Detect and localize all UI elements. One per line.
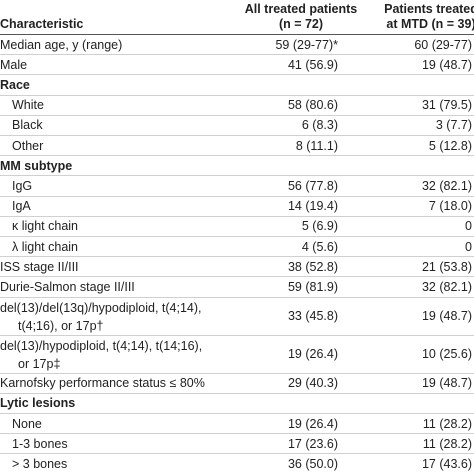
table-row: 1-3 bones 17 (23.6) 11 (28.2) (0, 434, 474, 455)
cell-mtd: 32 (82.1) (421, 178, 472, 193)
row-label: del(13)/hypodiploid, t(4;14), t(14;16), … (0, 338, 203, 371)
row-label: White (12, 98, 44, 113)
table-row: del(13)/del(13q)/hypodiploid, t(4;14), t… (0, 298, 474, 336)
cell-all: 19 (26.4) (287, 347, 338, 362)
row-label: None (12, 416, 42, 431)
cell-mtd: 60 (29-77) (414, 37, 472, 52)
table-row: Male 41 (56.9) 19 (48.7) (0, 55, 474, 76)
table-row: > 3 bones 36 (50.0) 17 (43.6) (0, 454, 474, 474)
row-label: Karnofsky performance status ≤ 80% (0, 376, 205, 391)
table-row: Median age, y (range) 59 (29-77)* 60 (29-7… (0, 35, 474, 56)
table-row: Black 6 (8.3) 3 (7.7) (0, 116, 474, 136)
cell-all: 17 (23.6) (287, 436, 338, 451)
table-row: λ light chain 4 (5.6) 0 (0, 237, 474, 258)
cell-all: 58 (80.6) (287, 98, 338, 113)
table-row: κ light chain 5 (6.9) 0 (0, 217, 474, 237)
cell-mtd: 0 (465, 219, 472, 234)
header-characteristic: Characteristic (0, 17, 84, 31)
section-title: MM subtype (0, 158, 73, 173)
cell-all: 6 (8.3) (301, 118, 338, 133)
row-label: Black (12, 118, 43, 133)
cell-mtd: 11 (28.2) (422, 416, 472, 431)
table-row: None 19 (26.4) 11 (28.2) (0, 414, 474, 435)
table-row: White 58 (80.6) 31 (79.5) (0, 96, 474, 116)
header-all-n: (n = 72) (278, 17, 324, 31)
table-row: Durie-Salmon stage II/III 59 (81.9) 32 (82… (0, 277, 474, 298)
header-all: All treated patients (244, 2, 358, 16)
row-label: del(13)/del(13q)/hypodiploid, t(4;14), t… (0, 300, 202, 333)
header-mtd: Patients treated (384, 2, 474, 16)
cell-mtd: 19 (48.7) (421, 376, 472, 391)
row-label: Median age, y (range) (0, 37, 123, 52)
section-title: Race (0, 77, 30, 92)
cell-mtd: 5 (12.8) (428, 138, 472, 153)
cell-all: 8 (11.1) (295, 138, 338, 153)
cell-mtd: 0 (465, 239, 472, 254)
cell-mtd: 17 (43.6) (421, 456, 472, 471)
table-row: Other 8 (11.1) 5 (12.8) (0, 136, 474, 157)
cell-mtd: 3 (7.7) (435, 118, 472, 133)
table-row: Karnofsky performance status ≤ 80% 29 (40… (0, 374, 474, 394)
section-row: Lytic lesions (0, 394, 474, 414)
cell-mtd: 11 (28.2) (422, 436, 472, 451)
cell-all: 59 (81.9) (287, 279, 338, 294)
row-label: Male (0, 57, 28, 72)
table-row: ISS stage II/III 38 (52.8) 21 (53.8) (0, 257, 474, 278)
cell-all: 41 (56.9) (287, 57, 338, 72)
row-label: 1-3 bones (12, 436, 68, 451)
cell-all: 33 (45.8) (287, 309, 338, 324)
cell-mtd: 21 (53.8) (421, 259, 472, 274)
table-row: IgA 14 (19.4) 7 (18.0) (0, 197, 474, 217)
row-label: Other (12, 138, 44, 153)
cell-mtd: 32 (82.1) (421, 279, 472, 294)
table-row: IgG 56 (77.8) 32 (82.1) (0, 176, 474, 197)
cell-mtd: 19 (48.7) (421, 57, 472, 72)
cell-all: 5 (6.9) (301, 219, 338, 234)
cell-all: 19 (26.4) (287, 416, 338, 431)
cell-all: 4 (5.6) (301, 239, 338, 254)
cell-all: 59 (29-77)* (275, 37, 338, 52)
row-label: Durie-Salmon stage II/III (0, 279, 135, 294)
row-label: ISS stage II/III (0, 259, 79, 274)
table-row: del(13)/hypodiploid, t(4;14), t(14;16), … (0, 336, 474, 374)
cell-all: 38 (52.8) (287, 259, 338, 274)
cell-mtd: 31 (79.5) (421, 98, 472, 113)
row-label: IgA (12, 199, 31, 214)
cell-all: 29 (40.3) (287, 376, 338, 391)
cell-all: 36 (50.0) (287, 456, 338, 471)
row-label: IgG (12, 178, 33, 193)
cell-mtd: 7 (18.0) (428, 199, 472, 214)
row-label: κ light chain (12, 219, 79, 234)
header-mtd-n: at MTD (n = 39) (386, 17, 474, 31)
table-header: Characteristic All treated patients (n =… (0, 0, 474, 35)
row-label: λ light chain (12, 239, 79, 254)
cell-all: 56 (77.8) (287, 178, 338, 193)
cell-mtd: 10 (25.6) (421, 347, 472, 362)
section-title: Lytic lesions (0, 396, 76, 411)
section-row: MM subtype (0, 156, 474, 177)
row-label: > 3 bones (12, 456, 68, 471)
section-row: Race (0, 75, 474, 96)
cell-all: 14 (19.4) (287, 199, 338, 214)
cell-mtd: 19 (48.7) (421, 309, 472, 324)
